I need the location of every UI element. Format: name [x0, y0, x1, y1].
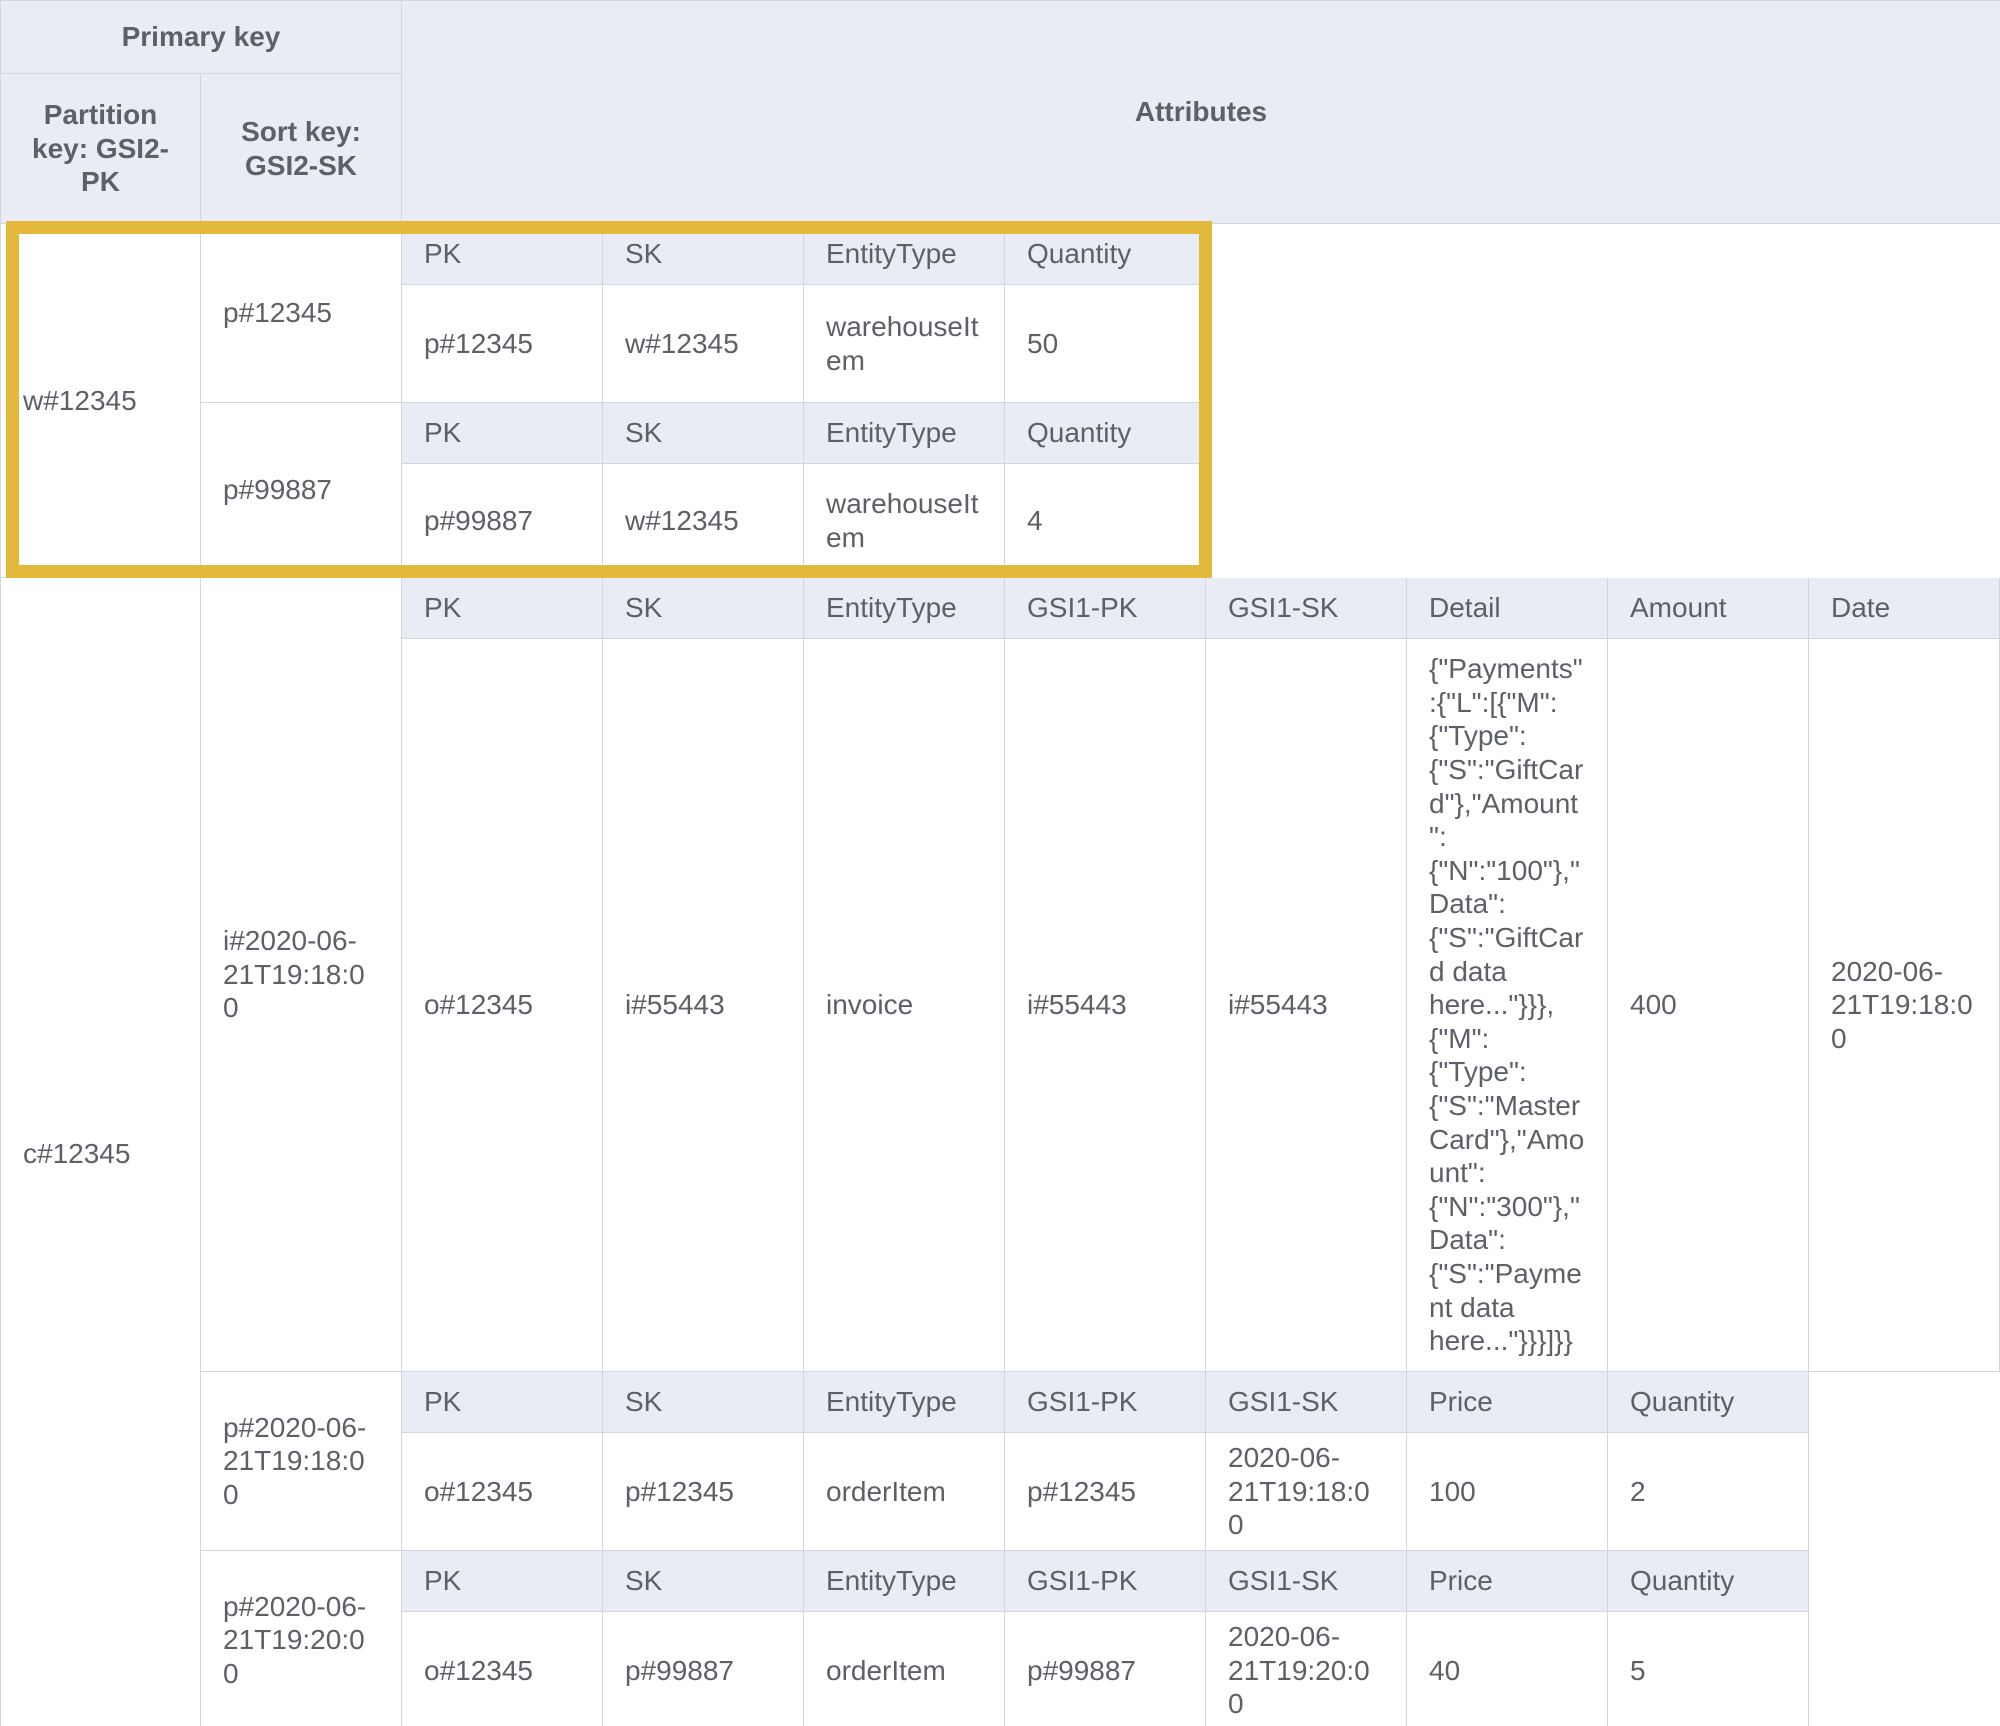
attr-column-header: SK [603, 578, 804, 639]
sort-key-value: p#2020-06-21T19:18:00 [223, 1411, 367, 1510]
attr-value-cell: o#12345 [402, 639, 603, 1372]
index-item-row: p#2020-06-21T19:18:00 PK SK EntityType G… [201, 1372, 2000, 1551]
attr-column-header: Price [1407, 1372, 1608, 1433]
attr-column-header: Quantity [1608, 1372, 1809, 1433]
attr-column-header: GSI1-SK [1206, 1551, 1407, 1612]
attr-value-cell: 2020-06-21T19:20:00 [1206, 1612, 1407, 1726]
sort-key-cell: p#99887 [201, 403, 402, 578]
attributes-header: Attributes [402, 1, 2000, 224]
attr-value-cell: w#12345 [603, 464, 804, 578]
attr-column-header: Detail [1407, 578, 1608, 639]
attr-column-header: PK [402, 1551, 603, 1612]
attr-column-header: PK [402, 403, 603, 464]
primary-key-header: Primary key [0, 1, 402, 74]
attr-value-cell: 4 [1005, 464, 1206, 578]
attr-column-header: PK [402, 224, 603, 285]
attr-column-header: Quantity [1005, 403, 1206, 464]
primary-key-header-label: Primary key [121, 21, 281, 53]
attr-column-header: Date [1809, 578, 2000, 639]
attributes-header-label: Attributes [1134, 96, 1268, 128]
attr-value-cell: 400 [1608, 639, 1809, 1372]
attr-column-header: SK [603, 403, 804, 464]
attr-value-cell: 40 [1407, 1612, 1608, 1726]
attr-column-header: SK [603, 224, 804, 285]
attr-value-cell: 5 [1608, 1612, 1809, 1726]
attr-value-cell: 50 [1005, 285, 1206, 403]
attr-column-header: Quantity [1608, 1551, 1809, 1612]
attr-value-cell: orderItem [804, 1612, 1005, 1726]
index-item-row: i#2020-06-21T19:18:00 PK SK EntityType G… [201, 578, 2000, 1372]
partition-key-cell: w#12345 [0, 224, 201, 578]
sort-key-value: p#2020-06-21T19:20:00 [223, 1590, 367, 1689]
attr-value-cell: p#12345 [1005, 1433, 1206, 1551]
attr-value-cell: i#55443 [603, 639, 804, 1372]
partition-key-header: Partition key: GSI2-PK [0, 74, 201, 224]
attr-value-cell: invoice [804, 639, 1005, 1372]
sort-key-cell: p#2020-06-21T19:20:00 [201, 1551, 402, 1726]
index-item-row: p#2020-06-21T19:20:00 PK SK EntityType G… [201, 1551, 2000, 1726]
index-item-row: p#99887 PK SK EntityType Quantity p#9988… [201, 403, 2000, 578]
attr-column-header: GSI1-PK [1005, 1551, 1206, 1612]
attr-column-header: PK [402, 578, 603, 639]
attr-value-cell: p#99887 [603, 1612, 804, 1726]
attributes-table: PK SK EntityType Quantity p#12345 w#1234… [402, 224, 2000, 403]
index-item-row: p#12345 PK SK EntityType Quantity p#1234… [201, 224, 2000, 403]
attr-column-header: Quantity [1005, 224, 1206, 285]
attr-value-cell: 2020-06-21T19:18:00 [1809, 639, 2000, 1372]
attr-value-cell: p#99887 [402, 464, 603, 578]
sort-key-value: p#99887 [223, 474, 333, 506]
sort-key-header: Sort key: GSI2-SK [201, 74, 402, 224]
sort-key-cell: p#12345 [201, 224, 402, 403]
attr-column-header: GSI1-SK [1206, 578, 1407, 639]
attr-value-cell: 100 [1407, 1433, 1608, 1551]
attr-column-header: EntityType [804, 224, 1005, 285]
partition-key-cell: c#12345 [0, 578, 201, 1726]
attr-column-header: EntityType [804, 1551, 1005, 1612]
attr-value-cell: 2 [1608, 1433, 1809, 1551]
attr-value-cell: orderItem [804, 1433, 1005, 1551]
partition-key-header-label: Partition key: GSI2-PK [32, 99, 169, 198]
attr-value-cell: warehouseItem [804, 285, 1005, 403]
sort-key-value: i#2020-06-21T19:18:00 [223, 925, 365, 1024]
table-header: Primary key Partition key: GSI2-PK Sort … [0, 1, 2000, 224]
attr-column-header: EntityType [804, 1372, 1005, 1433]
attr-value-cell: o#12345 [402, 1612, 603, 1726]
attr-column-header: GSI1-SK [1206, 1372, 1407, 1433]
attr-value-cell: w#12345 [603, 285, 804, 403]
attr-value-cell: p#99887 [1005, 1612, 1206, 1726]
attr-column-header: GSI1-PK [1005, 1372, 1206, 1433]
attr-value-cell: 2020-06-21T19:18:00 [1206, 1433, 1407, 1551]
sort-key-header-label: Sort key: GSI2-SK [241, 115, 361, 181]
attr-column-header: Price [1407, 1551, 1608, 1612]
attr-value-cell: p#12345 [402, 285, 603, 403]
item-collection-w12345: w#12345 p#12345 PK SK EntityType Quantit… [0, 224, 2000, 578]
attr-column-header: SK [603, 1551, 804, 1612]
attr-value-cell: o#12345 [402, 1433, 603, 1551]
attr-column-header: SK [603, 1372, 804, 1433]
sort-key-cell: i#2020-06-21T19:18:00 [201, 578, 402, 1372]
attr-value-cell: warehouseItem [804, 464, 1005, 578]
attr-column-header: EntityType [804, 578, 1005, 639]
attributes-table: PK SK EntityType GSI1-PK GSI1-SK Price Q… [402, 1551, 2000, 1726]
attr-value-cell-detail-json: {"Payments":{"L":[{"M":{"Type":{"S":"Gif… [1407, 639, 1608, 1372]
sort-key-cell: p#2020-06-21T19:18:00 [201, 1372, 402, 1551]
attr-value-cell: i#55443 [1005, 639, 1206, 1372]
partition-key-value: w#12345 [23, 384, 137, 416]
attributes-table: PK SK EntityType Quantity p#99887 w#1234… [402, 403, 2000, 578]
sort-key-value: p#12345 [223, 297, 333, 329]
item-collection-c12345: c#12345 i#2020-06-21T19:18:00 PK SK Enti… [0, 578, 2000, 1726]
attr-value-cell: i#55443 [1206, 639, 1407, 1372]
attr-value-cell: p#12345 [603, 1433, 804, 1551]
attr-column-header: EntityType [804, 403, 1005, 464]
attr-column-header: Amount [1608, 578, 1809, 639]
attr-column-header: PK [402, 1372, 603, 1433]
attributes-table: PK SK EntityType GSI1-PK GSI1-SK Price Q… [402, 1372, 2000, 1551]
attr-column-header: GSI1-PK [1005, 578, 1206, 639]
attributes-table: PK SK EntityType GSI1-PK GSI1-SK Detail … [402, 578, 2000, 1372]
partition-key-value: c#12345 [23, 1137, 131, 1169]
